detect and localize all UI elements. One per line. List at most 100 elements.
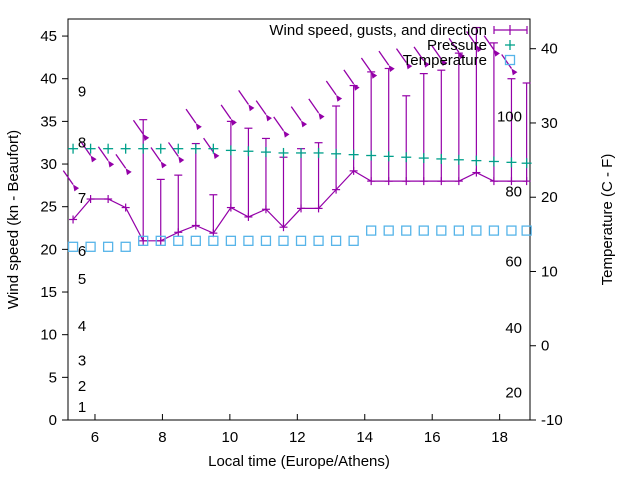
wind-marker-group (261, 205, 270, 214)
temperature-marker (295, 235, 307, 246)
fahrenheit-label: 40 (505, 320, 522, 337)
temperature-marker (173, 235, 184, 246)
gust-bar-group (191, 142, 200, 226)
axes-layer (62, 18, 536, 421)
wind-marker-group (174, 228, 183, 237)
gust-bar-group (419, 73, 428, 182)
arrow-head (73, 184, 80, 192)
temperature-marker (67, 241, 79, 252)
arrow-shaft (185, 108, 197, 124)
temperature-marker (348, 235, 359, 246)
legend-label-wind: Wind speed, gusts, and direction (269, 22, 487, 39)
pressure-marker-group (208, 143, 219, 154)
y-tick-label: 10 (40, 327, 57, 344)
y-axis-title: Wind speed (kn - Beaufort) (5, 130, 22, 309)
plot-frame (67, 18, 531, 421)
temperature-marker (418, 225, 429, 236)
arrow-head (318, 112, 325, 120)
arrow-shaft (115, 154, 127, 169)
wind-marker-group (244, 212, 253, 221)
wind-direction-arrow (150, 147, 167, 169)
arrow-shaft (273, 116, 285, 132)
temperature-marker (488, 225, 500, 236)
temperature-marker (366, 225, 377, 236)
wind-marker-group (437, 177, 446, 186)
arrow-shaft (501, 54, 512, 69)
beaufort-label: 6 (78, 243, 86, 260)
wind-marker-group (454, 177, 463, 186)
pressure-marker-group (138, 143, 149, 154)
pressure-marker-group (383, 151, 394, 162)
legend-entry-temperature: Temperature (403, 52, 516, 69)
wind-marker-group (472, 168, 481, 177)
arrow-shaft (132, 119, 144, 135)
temperature-marker (313, 235, 324, 246)
y2-tick-label: 20 (541, 189, 558, 206)
pressure-marker-group (313, 147, 324, 158)
arrow-head (108, 160, 115, 168)
x-tick-label: 16 (424, 429, 441, 446)
y-tick-label: 40 (40, 71, 57, 88)
arrow-shaft (308, 98, 320, 114)
temperature-marker (260, 235, 272, 246)
arrow-shaft (255, 100, 267, 115)
pressure-marker-group (471, 155, 482, 166)
y-tick-label: 35 (40, 113, 57, 130)
pressure-marker-group (366, 150, 377, 161)
y2-tick-label: 30 (541, 115, 558, 132)
beaufort-label: 7 (78, 190, 86, 207)
wind-marker-group (121, 203, 130, 212)
arrow-shaft (220, 104, 232, 120)
arrow-shaft (413, 46, 425, 62)
arrow-head (441, 59, 448, 66)
x-tick-label: 14 (356, 429, 373, 446)
x-tick-label: 6 (91, 429, 99, 446)
wind-direction-arrow (290, 106, 308, 128)
y-tick-label: 25 (40, 199, 57, 216)
arrow-head (388, 65, 395, 72)
pressure-marker-group (401, 152, 412, 163)
gust-bar-group (174, 174, 183, 233)
wind-direction-arrow (203, 137, 220, 159)
arrow-head (248, 104, 255, 112)
gust-bar-group (139, 119, 148, 241)
temperature-marker (521, 225, 532, 236)
y2-tick-label: -10 (541, 412, 563, 429)
temperature-marker (506, 225, 517, 236)
wind-direction-arrow (431, 44, 448, 66)
temperature-marker (436, 225, 447, 236)
pressure-marker-group (436, 153, 447, 164)
arrow-shaft (97, 146, 109, 162)
wind-direction-arrow (115, 154, 132, 176)
arrow-head (511, 68, 518, 76)
legend-layer: Wind speed, gusts, and directionPressure… (269, 22, 528, 69)
wind-direction-arrow (395, 48, 413, 70)
x-tick-label: 12 (289, 429, 306, 446)
temperature-marker (138, 235, 149, 246)
pressure-marker-group (173, 143, 184, 154)
wind-direction-arrow (378, 50, 395, 72)
gust-bar-group (367, 71, 376, 182)
wind-marker-group (279, 223, 288, 232)
beaufort-label: 1 (78, 399, 86, 416)
wind-direction-arrow (220, 104, 237, 126)
pressure-marker-group (260, 147, 271, 158)
wind-marker-group (419, 177, 428, 186)
beaufort-label: 8 (78, 135, 86, 152)
wind-marker-group (191, 221, 200, 230)
arrow-head (406, 62, 413, 70)
arrow-shaft (378, 50, 390, 66)
wind-marker-group (384, 177, 393, 186)
y2-tick-label: 0 (541, 338, 549, 355)
pressure-marker-group (331, 148, 342, 159)
pressure-marker-group (278, 147, 289, 158)
arrow-head (90, 155, 97, 163)
pressure-marker-group (348, 149, 359, 160)
pressure-marker-group (418, 153, 429, 164)
temperature-marker (85, 241, 96, 252)
y2-tick-label: 40 (541, 41, 558, 58)
wind-marker-group (349, 166, 358, 175)
beaufort-label: 3 (78, 352, 86, 369)
pressure-marker-group (296, 147, 307, 158)
beaufort-label: 5 (78, 271, 86, 288)
